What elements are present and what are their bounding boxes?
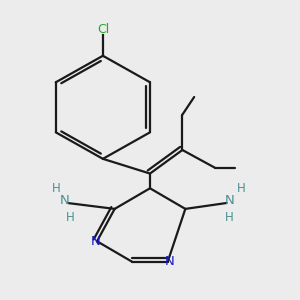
Text: N: N bbox=[91, 235, 100, 248]
Text: N: N bbox=[164, 255, 174, 268]
Text: H: H bbox=[225, 211, 234, 224]
Text: H: H bbox=[51, 182, 60, 195]
Text: H: H bbox=[237, 182, 246, 195]
Text: N: N bbox=[225, 194, 234, 207]
Text: Cl: Cl bbox=[97, 23, 109, 36]
Text: H: H bbox=[66, 211, 75, 224]
Text: N: N bbox=[60, 194, 70, 207]
